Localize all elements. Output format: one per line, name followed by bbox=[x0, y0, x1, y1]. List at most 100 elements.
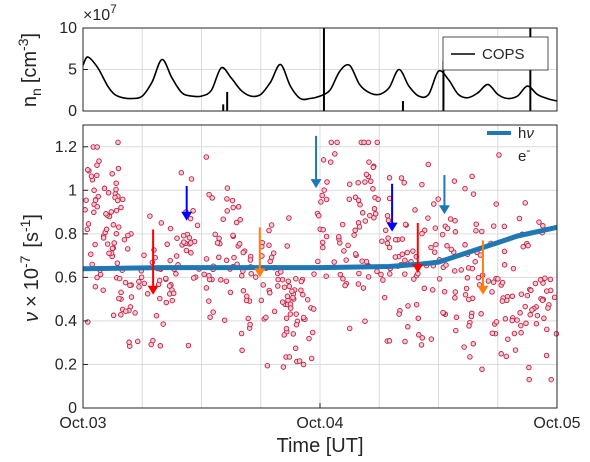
bottom-point-electron bbox=[469, 173, 475, 180]
bottom-point-electron bbox=[224, 196, 230, 202]
bottom-point-electron bbox=[392, 254, 399, 260]
bottom-point-electron bbox=[502, 316, 509, 322]
bottom-point-electron bbox=[374, 139, 380, 146]
bottom-point-electron bbox=[308, 355, 315, 362]
bottom-point-electron bbox=[136, 278, 142, 285]
bottom-point-electron bbox=[346, 196, 353, 202]
bottom-arrows bbox=[147, 135, 489, 295]
bottom-point-electron bbox=[478, 311, 484, 317]
bottom-point-electron bbox=[370, 164, 377, 171]
bottom-point-electron bbox=[463, 285, 470, 292]
bottom-point-electron bbox=[279, 299, 286, 305]
bottom-point-electron bbox=[286, 215, 292, 221]
bottom-point-electron bbox=[84, 226, 91, 233]
bottom-point-electron bbox=[286, 354, 293, 360]
bottom-point-electron bbox=[169, 297, 176, 304]
bottom-point-electron bbox=[401, 179, 407, 186]
bottom-point-electron bbox=[300, 314, 307, 321]
bottom-point-electron bbox=[113, 186, 119, 193]
bottom-point-electron bbox=[116, 275, 123, 282]
bottom-point-electron bbox=[411, 276, 417, 282]
bottom-point-electron bbox=[505, 336, 511, 342]
bottom-point-electron bbox=[526, 364, 532, 371]
bottom-point-electron bbox=[382, 227, 389, 234]
bottom-point-electron bbox=[220, 216, 226, 222]
bottom-point-electron bbox=[94, 172, 100, 179]
top-y-multiplier: ×107 bbox=[83, 2, 117, 24]
bottom-point-electron bbox=[109, 171, 115, 177]
bottom-point-electron bbox=[528, 287, 534, 294]
bottom-point-electron bbox=[327, 159, 334, 165]
bottom-series-hnu-line bbox=[82, 224, 558, 272]
bottom-point-electron bbox=[468, 313, 475, 320]
bottom-y-axis-label: ν × 10-7 [s-1] bbox=[17, 214, 43, 322]
bottom-point-electron bbox=[230, 204, 236, 211]
bottom-point-electron bbox=[203, 154, 210, 160]
bottom-point-electron bbox=[209, 195, 215, 201]
bottom-point-electron bbox=[289, 288, 295, 295]
bottom-point-electron bbox=[543, 352, 550, 359]
bottom-point-electron bbox=[470, 341, 477, 347]
bottom-point-electron bbox=[436, 276, 443, 282]
bottom-point-electron bbox=[323, 196, 330, 203]
bottom-point-electron bbox=[543, 288, 550, 294]
bottom-point-electron bbox=[114, 260, 121, 266]
bottom-point-electron bbox=[501, 262, 508, 268]
top-legend: COPS bbox=[442, 36, 549, 71]
bottom-point-electron bbox=[527, 311, 533, 318]
bottom-point-electron bbox=[258, 297, 265, 304]
top-ytick-label: 5 bbox=[68, 62, 77, 79]
bottom-point-electron bbox=[501, 248, 508, 255]
bottom-point-electron bbox=[163, 299, 170, 306]
bottom-point-electron bbox=[328, 139, 335, 146]
bottom-legend-swatch-electron bbox=[496, 152, 502, 158]
bottom-point-electron bbox=[170, 290, 177, 297]
bottom-point-electron bbox=[103, 226, 110, 233]
bottom-arrow bbox=[254, 227, 266, 278]
bottom-point-electron bbox=[405, 303, 411, 309]
bottom-point-electron bbox=[359, 258, 365, 264]
bottom-point-electron bbox=[473, 221, 479, 227]
bottom-point-electron bbox=[396, 311, 402, 317]
bottom-point-electron bbox=[290, 294, 296, 301]
bottom-point-electron bbox=[134, 338, 141, 345]
bottom-point-electron bbox=[495, 276, 501, 282]
bottom-point-electron bbox=[366, 159, 372, 165]
bottom-point-electron bbox=[352, 251, 359, 257]
bottom-point-electron bbox=[316, 212, 322, 219]
bottom-point-electron bbox=[187, 240, 194, 246]
bottom-point-electron bbox=[451, 178, 458, 184]
bottom-point-electron bbox=[523, 320, 529, 327]
bottom-point-electron bbox=[293, 321, 300, 328]
bottom-point-electron bbox=[462, 291, 469, 298]
bottom-point-electron bbox=[355, 197, 362, 204]
bottom-point-electron bbox=[489, 330, 496, 336]
bottom-point-electron bbox=[183, 247, 190, 254]
bottom-point-electron bbox=[518, 291, 525, 297]
top-y-axis-label-unit: [cm bbox=[19, 51, 41, 83]
bottom-y-axis-label-unit-exp: -1 bbox=[17, 219, 33, 232]
bottom-point-electron bbox=[283, 315, 290, 321]
bottom-point-electron bbox=[342, 282, 348, 289]
bottom-point-electron bbox=[293, 311, 299, 317]
bottom-point-electron bbox=[387, 271, 393, 277]
top-ytick-label: 10 bbox=[59, 20, 77, 37]
bottom-point-electron bbox=[92, 197, 99, 203]
top-panel: 0 5 10 ×107 nn [cm-3] COPS bbox=[15, 2, 558, 120]
bottom-point-electron bbox=[402, 338, 408, 345]
bottom-point-electron bbox=[187, 215, 194, 222]
bottom-point-electron bbox=[375, 196, 381, 203]
bottom-point-electron bbox=[218, 277, 224, 283]
bottom-point-electron bbox=[323, 233, 330, 240]
bottom-point-electron bbox=[469, 265, 476, 272]
bottom-point-electron bbox=[352, 227, 358, 234]
bottom-point-electron bbox=[466, 296, 472, 303]
top-yticks: 0 5 10 bbox=[59, 20, 88, 120]
bottom-point-electron bbox=[270, 250, 277, 256]
bottom-point-electron bbox=[356, 224, 363, 230]
bottom-point-electron bbox=[320, 157, 327, 163]
bottom-point-electron bbox=[470, 191, 477, 197]
bottom-point-electron bbox=[267, 290, 273, 296]
bottom-point-electron bbox=[435, 196, 441, 202]
